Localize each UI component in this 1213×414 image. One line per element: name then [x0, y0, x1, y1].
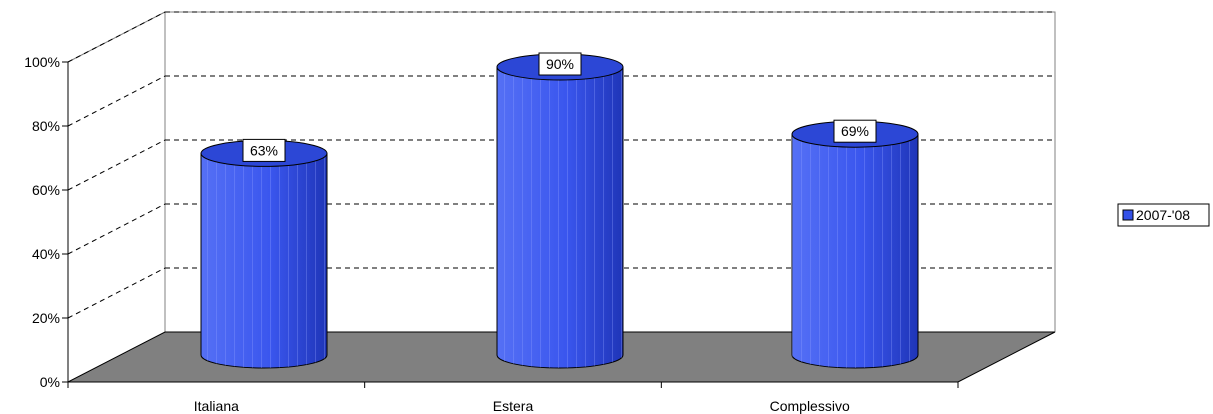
bar	[791, 120, 919, 369]
data-label-box	[833, 119, 877, 143]
side-gridline	[67, 11, 166, 63]
x-tick-label: Complessivo	[770, 398, 850, 414]
bar-body-texture	[497, 67, 623, 368]
bar-body-texture	[201, 153, 327, 368]
y-tick-label: 0%	[40, 374, 60, 390]
y-tick-label: 60%	[32, 182, 60, 198]
y-axis-ticks: 0% 20% 40% 60% 80% 100%	[24, 54, 68, 390]
legend: 2007-'08	[1117, 203, 1210, 227]
y-tick-label: 40%	[32, 246, 60, 262]
data-label-box	[242, 138, 286, 162]
data-label-text: 90%	[546, 56, 574, 72]
legend-swatch	[1122, 209, 1134, 221]
side-gridline	[67, 75, 166, 127]
data-label-text: 69%	[841, 123, 869, 139]
data-label: 63%	[242, 138, 286, 162]
y-tick-label: 80%	[32, 118, 60, 134]
legend-box	[1117, 203, 1210, 227]
bar	[496, 53, 624, 369]
x-tick-label: Estera	[493, 398, 534, 414]
bar	[200, 139, 328, 369]
data-label: 90%	[538, 52, 582, 76]
y-tick-label: 100%	[24, 54, 60, 70]
data-labels: 63% 90% 69%	[242, 52, 877, 162]
data-label: 69%	[833, 119, 877, 143]
bars	[200, 53, 919, 369]
bar-body-texture	[792, 134, 918, 368]
data-label-box	[538, 52, 582, 76]
legend-series-label: 2007-'08	[1136, 207, 1190, 223]
x-tick-label: Italiana	[194, 398, 239, 414]
data-label-text: 63%	[250, 142, 278, 158]
side-gridline	[67, 267, 166, 319]
side-gridline	[67, 139, 166, 191]
y-tick-label: 20%	[32, 310, 60, 326]
side-gridline	[67, 203, 166, 255]
x-axis-ticks: Italiana Estera Complessivo	[67, 382, 959, 414]
